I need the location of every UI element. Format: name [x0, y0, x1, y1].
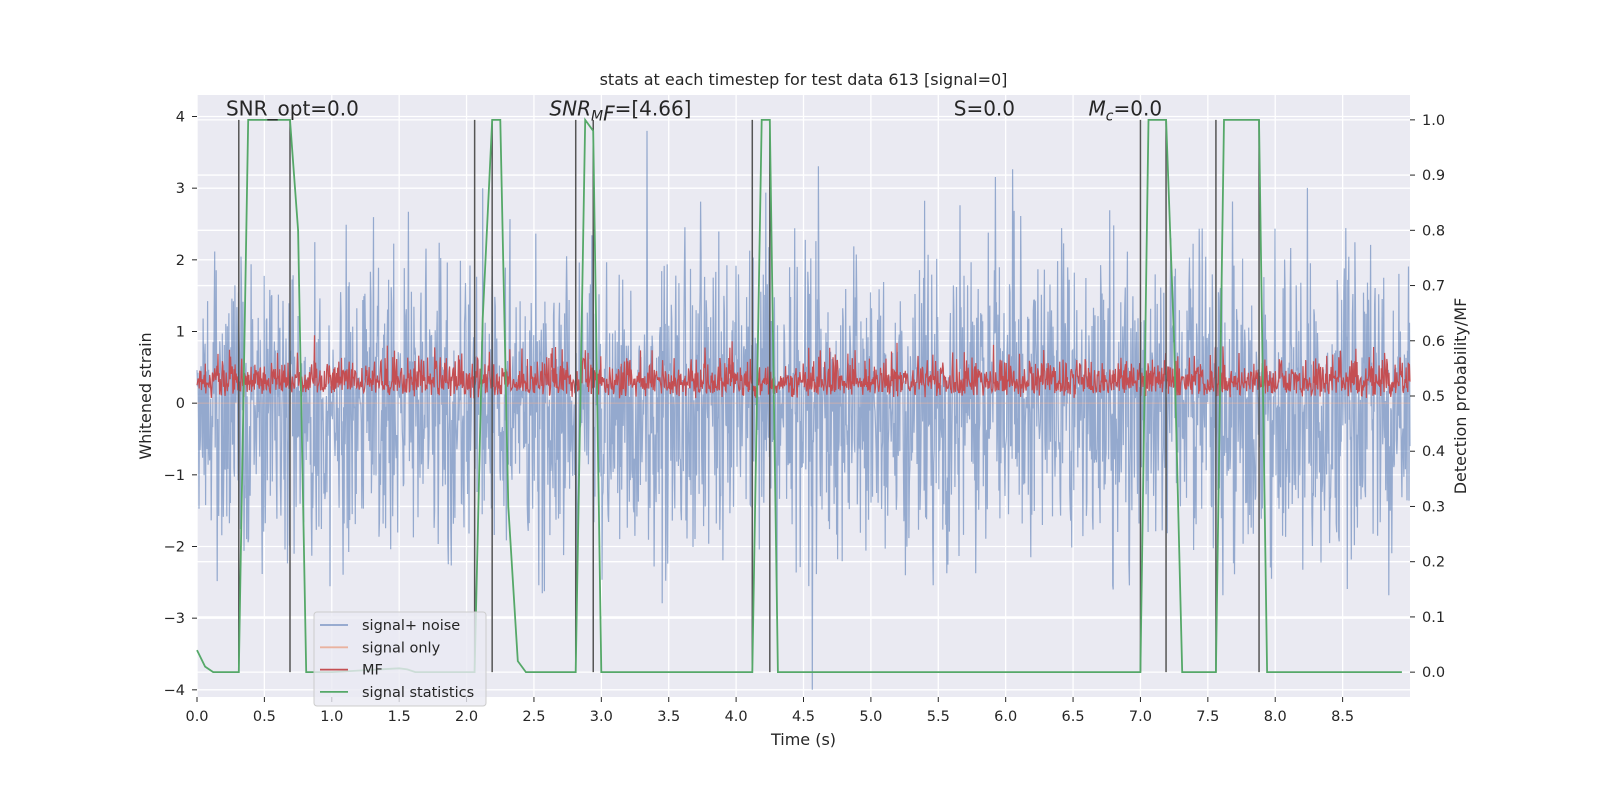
x-tick-label-5: 2.5	[522, 709, 545, 725]
y-right-tick-label-2: 0.2	[1422, 555, 1445, 571]
x-tick-label-15: 7.5	[1196, 709, 1219, 725]
x-tick-label-12: 6.0	[994, 709, 1017, 725]
legend-label-0: signal+ noise	[362, 618, 460, 634]
x-tick-label-2: 1.0	[320, 709, 343, 725]
x-tick-label-4: 2.0	[455, 709, 478, 725]
annotation-0: SNR_opt=0.0	[226, 97, 359, 121]
x-tick-label-10: 5.0	[859, 709, 882, 725]
x-tick-label-11: 5.5	[927, 709, 950, 725]
legend-label-3: signal statistics	[362, 685, 474, 701]
x-tick-label-3: 1.5	[388, 709, 411, 725]
y-right-axis-ticks: 0.0 0.1 0.2 0.3 0.4 0.5 0.6 0.7 0.8 0.9 1.0	[1410, 113, 1445, 681]
annotations: SNR_opt=0.0 SNRMF=[4.66] S=0.0 Mc=0.0	[226, 97, 1162, 126]
annotation-3: Mc=0.0	[1089, 97, 1163, 125]
y-tick-label-0: −4	[164, 683, 185, 699]
annotation-2: S=0.0	[954, 97, 1015, 121]
legend-label-2: MF	[362, 663, 383, 679]
chart-title: stats at each timestep for test data 613…	[600, 70, 1008, 89]
y-right-axis-label: Detection probability/MF	[1451, 298, 1470, 495]
x-tick-label-13: 6.5	[1062, 709, 1085, 725]
y-right-tick-label-10: 1.0	[1422, 113, 1445, 129]
x-tick-label-6: 3.0	[590, 709, 613, 725]
y-tick-label-7: 3	[176, 181, 185, 197]
y-right-tick-label-5: 0.5	[1422, 389, 1445, 405]
y-right-tick-label-3: 0.3	[1422, 499, 1445, 515]
legend: signal+ noise signal only MF signal statist…	[313, 611, 487, 707]
y-tick-label-1: −3	[164, 611, 185, 627]
y-tick-label-4: 0	[176, 396, 185, 412]
series-line-mf	[196, 335, 1411, 399]
series-line-signal-statistics	[196, 117, 1402, 673]
x-tick-label-0: 0.0	[185, 709, 208, 725]
y-right-tick-label-6: 0.6	[1422, 334, 1445, 350]
y-right-tick-label-0: 0.0	[1422, 665, 1445, 681]
y-right-tick-label-7: 0.7	[1422, 279, 1445, 295]
y-right-tick-label-9: 0.9	[1422, 168, 1445, 184]
legend-label-1: signal only	[362, 640, 441, 656]
y-tick-label-2: −2	[164, 540, 185, 556]
y-right-tick-label-1: 0.1	[1422, 610, 1445, 626]
x-tick-label-17: 8.5	[1331, 709, 1354, 725]
y-tick-label-3: −1	[164, 468, 185, 484]
y-right-tick-label-4: 0.4	[1422, 444, 1445, 460]
series-signal-noise	[196, 130, 1411, 690]
y-tick-label-8: 4	[176, 110, 185, 126]
vertical-markers	[238, 119, 1260, 673]
x-axis-ticks: 0.0 0.5 1.0 1.5 2.0 2.5 3.0 3.5 4.0 4.5 5.0 5.5 6.0 6…	[185, 697, 1354, 725]
x-tick-label-9: 4.5	[792, 709, 815, 725]
series-signal-statistics	[196, 117, 1402, 673]
x-axis-label: Time (s)	[770, 730, 836, 749]
x-tick-label-16: 8.0	[1264, 709, 1287, 725]
y-axis-ticks: −4 −3 −2 −1 0 1 2 3 4	[164, 110, 197, 699]
legend-box	[313, 611, 487, 707]
y-tick-label-5: 1	[176, 325, 185, 341]
x-tick-label-7: 3.5	[657, 709, 680, 725]
series-mf	[196, 335, 1411, 399]
x-tick-label-8: 4.0	[725, 709, 748, 725]
x-tick-label-1: 0.5	[253, 709, 276, 725]
annotation-1: SNRMF=[4.66]	[549, 97, 691, 126]
y-right-tick-label-8: 0.8	[1422, 223, 1445, 239]
y-tick-label-6: 2	[176, 253, 185, 269]
x-tick-label-14: 7.0	[1129, 709, 1152, 725]
y-axis-label: Whitened strain	[136, 332, 155, 459]
series-line-signal-noise	[196, 130, 1411, 690]
